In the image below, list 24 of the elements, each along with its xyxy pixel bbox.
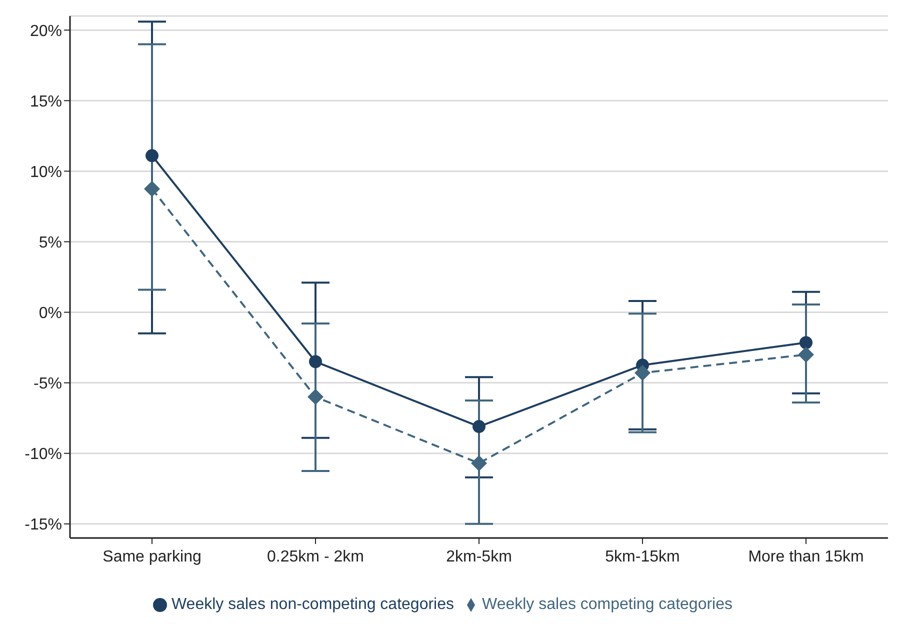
x-tick-label: 0.25km - 2km: [267, 548, 364, 566]
y-tick-label: 0%: [38, 304, 62, 322]
point: [309, 355, 322, 368]
point: [798, 346, 814, 363]
y-tick-label: 5%: [38, 234, 62, 252]
point: [471, 455, 487, 472]
x-tick-label: Same parking: [102, 548, 202, 566]
x-tick-label: More than 15km: [748, 548, 864, 566]
point: [472, 420, 486, 434]
x-tick-label: 2km-5km: [446, 548, 512, 566]
y-tick-label: 15%: [30, 93, 62, 110]
point: [308, 388, 324, 405]
y-tick-label: -15%: [24, 516, 62, 534]
point: [146, 149, 158, 162]
point: [800, 336, 812, 350]
legend-label: Weekly sales non-competing categories: [171, 596, 454, 613]
y-tick-label: -5%: [34, 375, 62, 392]
y-tick-label: 20%: [30, 22, 62, 40]
point: [634, 364, 650, 381]
point: [144, 180, 160, 197]
legend-label: Weekly sales competing categories: [482, 596, 732, 613]
x-tick-label: 5km-15km: [605, 548, 680, 566]
y-tick-label: -10%: [24, 446, 62, 464]
y-tick-label: 10%: [30, 164, 62, 181]
